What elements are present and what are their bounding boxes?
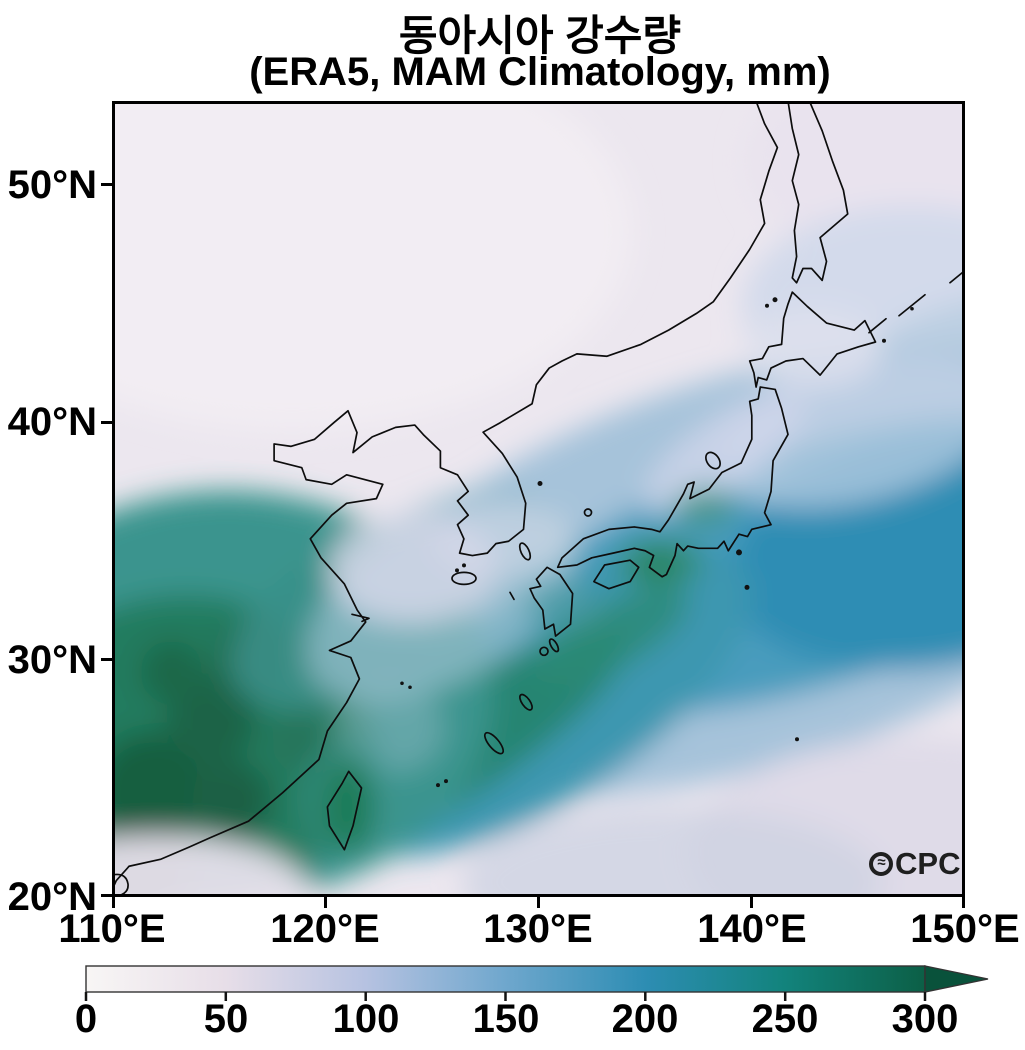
x-tick-label-140e: 140°E xyxy=(697,907,807,951)
coastline-shikoku xyxy=(593,559,640,590)
x-tick-120e xyxy=(324,897,327,908)
x-tick-130e xyxy=(537,897,540,908)
cb-label-200: 200 xyxy=(611,997,679,1041)
coastlines xyxy=(112,101,965,897)
y-tick-20n xyxy=(101,894,112,897)
map-frame xyxy=(112,101,965,897)
coastline-mainland-asia xyxy=(112,101,779,891)
ocpc-watermark: ≈ CPC xyxy=(869,846,960,882)
coastline-jeju xyxy=(451,571,477,586)
chart-title: 동아시아 강수량 xyxy=(398,12,682,59)
x-tick-110e xyxy=(112,897,115,908)
colorbar xyxy=(84,965,989,1001)
coastline-oki xyxy=(583,508,593,517)
x-tick-label-120e: 120°E xyxy=(270,907,380,951)
coastline-taiwan xyxy=(326,770,363,851)
coastline-honshu xyxy=(556,386,789,578)
coastline-kyushu xyxy=(529,566,574,637)
y-tick-50n xyxy=(101,183,112,186)
y-tick-30n xyxy=(101,658,112,661)
coastline-sado xyxy=(705,451,721,470)
x-tick-150e xyxy=(962,897,965,908)
coastline-tanegashima xyxy=(548,638,560,653)
chart-subtitle: (ERA5, MAM Climatology, mm) xyxy=(249,50,831,94)
y-tick-label-20n: 20°N xyxy=(7,875,97,919)
coastline-yakushima xyxy=(539,646,549,657)
coastline-kunashir xyxy=(868,317,887,334)
coastline-yangtze-spit xyxy=(351,613,370,623)
y-tick-label-50n: 50°N xyxy=(7,163,97,207)
coastline-okinawa xyxy=(483,731,505,755)
x-tick-label-110e: 110°E xyxy=(58,907,166,951)
cb-label-0: 0 xyxy=(74,997,98,1041)
ocpc-watermark-text: CPC xyxy=(895,846,961,881)
y-tick-label-30n: 30°N xyxy=(7,638,97,682)
island-dots xyxy=(400,297,914,788)
cb-label-50: 50 xyxy=(203,997,249,1041)
coastline-amami xyxy=(519,693,533,711)
colorbar-ticks xyxy=(84,992,927,1001)
map-plot xyxy=(112,101,965,897)
coastline-sakhalin xyxy=(787,101,849,284)
coastline-goto xyxy=(509,591,515,601)
colorbar-max-arrow xyxy=(924,965,989,993)
coastline-iturup xyxy=(898,293,926,317)
colorbar-gradient-bar xyxy=(85,965,926,993)
cb-label-100: 100 xyxy=(332,997,400,1041)
coastline-tsushima xyxy=(518,542,532,561)
x-tick-140e xyxy=(750,897,753,908)
y-tick-40n xyxy=(101,421,112,424)
ocpc-wave-icon: ≈ xyxy=(869,852,893,876)
coastline-hokkaido xyxy=(748,291,877,388)
y-tick-label-40n: 40°N xyxy=(7,400,97,444)
precipitation-field xyxy=(112,101,965,897)
cb-label-250: 250 xyxy=(751,997,819,1041)
cb-label-300: 300 xyxy=(891,997,959,1041)
x-tick-label-130e: 130°E xyxy=(483,907,593,951)
cb-label-150: 150 xyxy=(472,997,540,1041)
x-tick-label-150e: 150°E xyxy=(910,907,1020,951)
